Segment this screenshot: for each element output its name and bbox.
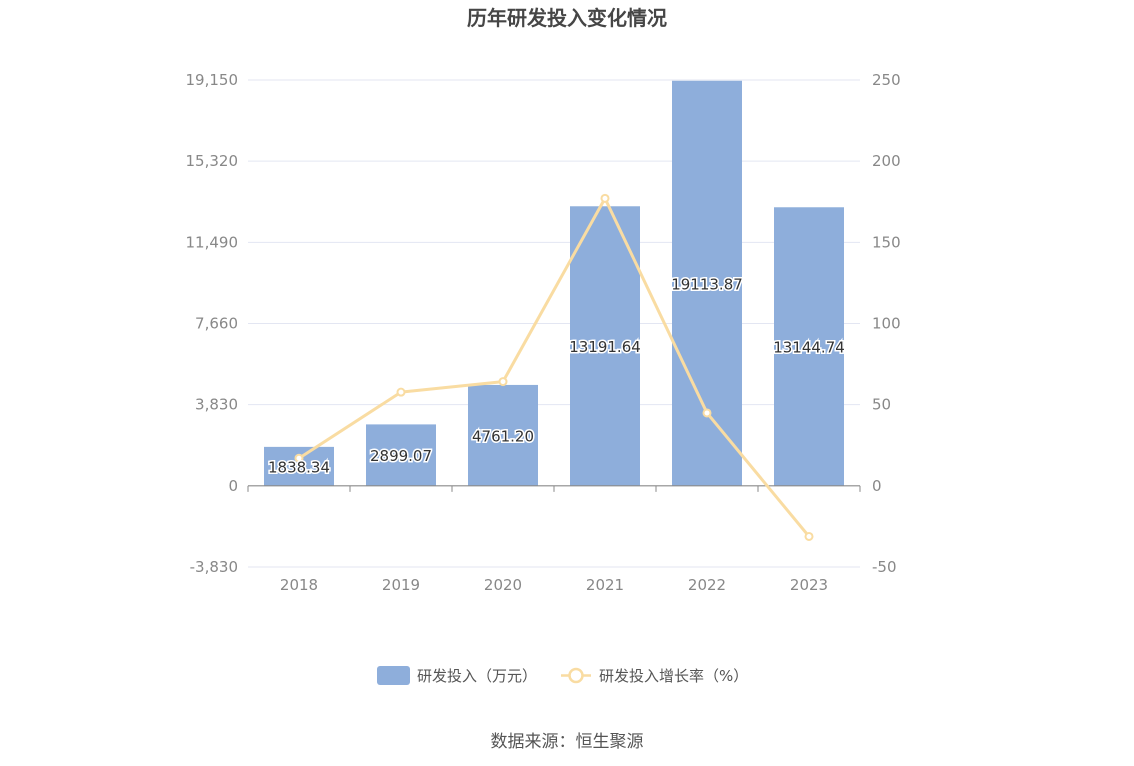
legend-bar-label: 研发投入（万元）: [417, 667, 537, 685]
right-tick-label: -50: [872, 558, 897, 576]
source-note: 数据来源：恒生聚源: [491, 732, 644, 752]
growth-line: [298, 196, 811, 538]
x-tick-label: 2022: [688, 576, 726, 594]
x-tick-label: 2020: [484, 576, 522, 594]
bar: [570, 206, 640, 486]
bar: [366, 424, 436, 486]
x-axis: 2018 2019 2020 2021 2022 2023: [247, 485, 861, 594]
left-tick-label: 11,490: [186, 233, 239, 251]
bar-value-label: 13144.74: [773, 339, 845, 357]
left-tick-label: 7,660: [195, 315, 238, 333]
bar-labels: 1838.34 2899.07 4761.20 13191.64 19113.87 131…: [266, 274, 846, 478]
chart-title: 历年研发投入变化情况: [467, 6, 667, 30]
x-tick-label: 2019: [382, 576, 420, 594]
right-tick-label: 250: [872, 71, 901, 89]
left-tick-label: 15,320: [186, 152, 239, 170]
legend-line-label: 研发投入增长率（%）: [599, 667, 748, 685]
line-series: [294, 193, 814, 541]
bar: [774, 207, 844, 486]
right-tick-label: 50: [872, 396, 891, 414]
bar: [468, 384, 538, 486]
x-tick-label: 2023: [790, 576, 828, 594]
bar-value-label: 2899.07: [370, 447, 432, 465]
bar-series: [264, 80, 844, 486]
bar-value-label: 13191.64: [569, 338, 641, 356]
line-point: [804, 531, 814, 541]
right-tick-label: 100: [872, 315, 901, 333]
legend-bar-swatch: [377, 666, 410, 685]
legend-item-line[interactable]: 研发投入增长率（%）: [561, 667, 748, 685]
left-tick-label: 19,150: [186, 71, 239, 89]
line-point: [702, 408, 712, 418]
line-point: [600, 193, 610, 203]
legend-line-marker: [568, 667, 584, 684]
right-tick-label: 150: [872, 233, 901, 251]
bar-value-label: 19113.87: [671, 275, 743, 293]
line-point: [396, 387, 406, 397]
x-tick-label: 2021: [586, 576, 624, 594]
right-tick-label: 0: [872, 477, 882, 495]
left-tick-label: 0: [228, 477, 238, 495]
grid-lines: [248, 79, 860, 568]
right-tick-label: 200: [872, 152, 901, 170]
legend: 研发投入（万元） 研发投入增长率（%）: [377, 666, 748, 685]
bar-value-label: 4761.20: [472, 427, 534, 445]
left-axis: -3,830 0 3,830 7,660 11,490 15,320 19,150: [186, 71, 239, 576]
left-tick-label: 3,830: [195, 396, 238, 414]
x-tick-label: 2018: [280, 576, 318, 594]
right-axis: -50 0 50 100 150 200 250: [872, 71, 901, 576]
bar: [264, 446, 334, 486]
legend-item-bar[interactable]: 研发投入（万元）: [377, 666, 537, 685]
line-point: [498, 377, 508, 387]
left-tick-label: -3,830: [190, 558, 238, 576]
bar: [672, 80, 742, 486]
bar-value-label: 1838.34: [268, 458, 330, 476]
line-point: [294, 453, 304, 463]
